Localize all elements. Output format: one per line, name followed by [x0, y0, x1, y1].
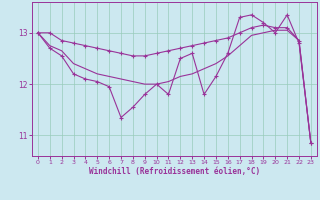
X-axis label: Windchill (Refroidissement éolien,°C): Windchill (Refroidissement éolien,°C)	[89, 167, 260, 176]
